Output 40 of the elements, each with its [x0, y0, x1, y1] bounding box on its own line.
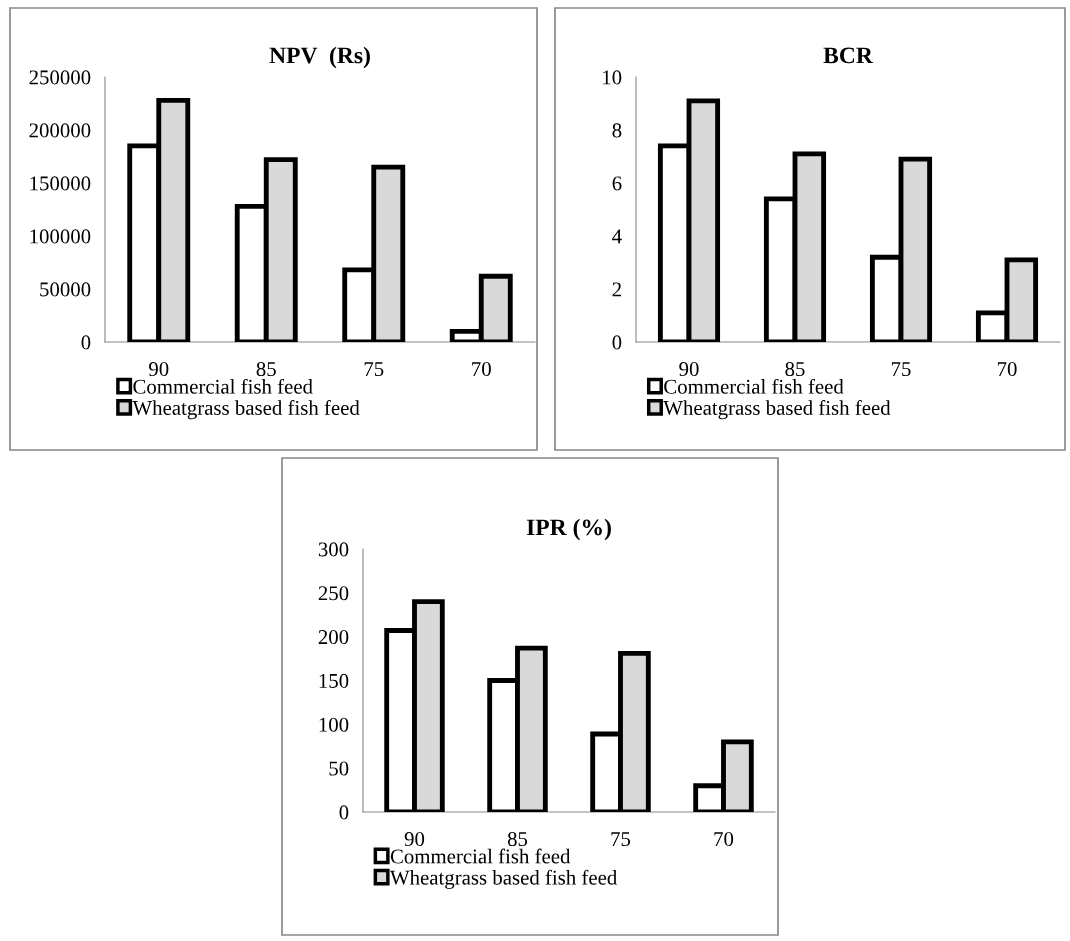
x-tick-label: 85 — [507, 832, 528, 847]
y-tick-label: 50000 — [40, 282, 91, 297]
y-tick-label: 300 — [318, 542, 349, 557]
chart-title: BCR — [823, 47, 874, 64]
chart-title: IPR (%) — [526, 518, 611, 541]
legend-label: Wheatgrass based fish feed — [132, 400, 360, 420]
y-tick-label: 8 — [612, 123, 622, 138]
legend-label: Commercial fish feed — [390, 848, 571, 864]
x-tick-label: 70 — [997, 362, 1017, 377]
y-tick-label: 50 — [329, 761, 349, 776]
x-tick-label: 75 — [364, 362, 384, 377]
x-tick-label: 90 — [404, 832, 425, 847]
legend-label: Wheatgrass based fish feed — [389, 869, 618, 889]
y-tick-label: 100000 — [30, 229, 91, 244]
y-tick-label: 0 — [81, 335, 91, 350]
x-tick-label: 70 — [714, 832, 734, 847]
y-tick-label: 0 — [612, 335, 622, 350]
x-tick-label: 75 — [891, 362, 911, 377]
y-tick-label: 10 — [603, 70, 622, 85]
chart-title: NPV (Rs) — [269, 46, 370, 69]
y-tick-label: 250000 — [29, 70, 91, 85]
x-tick-label: 70 — [472, 362, 491, 377]
y-tick-label: 2 — [612, 282, 621, 297]
x-tick-label: 85 — [785, 362, 805, 377]
x-tick-label: 75 — [611, 832, 631, 847]
y-tick-label: 150000 — [30, 176, 91, 191]
y-tick-label: 150 — [319, 673, 349, 688]
y-tick-label: 100 — [319, 717, 349, 732]
y-tick-label: 4 — [612, 229, 622, 244]
x-tick-label: 90 — [149, 362, 169, 377]
y-tick-label: 200000 — [29, 123, 91, 138]
x-tick-label: 85 — [256, 362, 276, 377]
y-tick-label: 250 — [318, 586, 349, 601]
y-tick-label: 6 — [612, 176, 622, 191]
legend-label: Wheatgrass based fish feed — [663, 400, 891, 420]
y-tick-label: 0 — [339, 805, 349, 820]
legend-label: Commercial fish feed — [133, 378, 313, 394]
y-tick-label: 200 — [318, 630, 349, 645]
x-tick-label: 90 — [679, 362, 699, 377]
legend-label: Commercial fish feed — [664, 378, 844, 394]
